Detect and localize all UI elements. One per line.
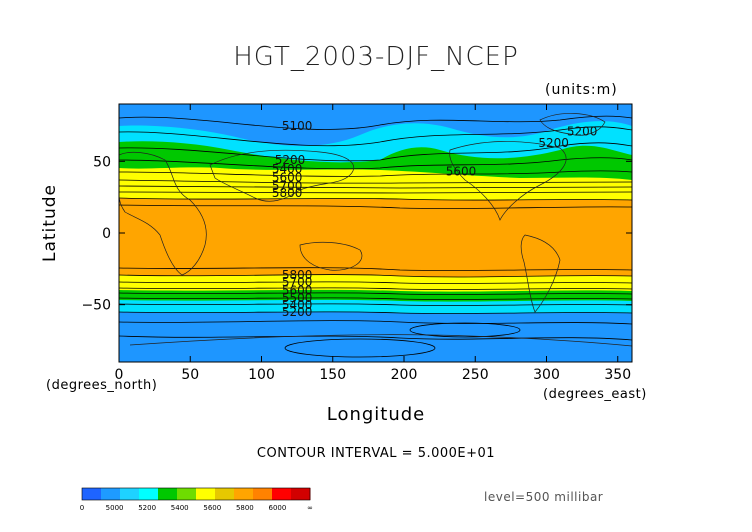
- map-plot-area: [119, 104, 632, 362]
- level-note: level=500 millibar: [484, 490, 604, 504]
- colorbar-swatch: [177, 488, 197, 500]
- contour-label: 5600: [272, 170, 303, 184]
- x-tick-label: 300: [533, 367, 560, 383]
- band-fill-blue-north: [119, 104, 632, 146]
- colorbar-label: 6000: [269, 504, 287, 512]
- contour-label: 5500: [282, 291, 313, 305]
- colorbar-swatch: [291, 488, 311, 500]
- contour-label: 5600: [446, 165, 477, 179]
- y-tick-label: −50: [81, 298, 111, 314]
- colorbar-label: 5800: [236, 504, 254, 512]
- x-tick-label: 150: [319, 367, 346, 383]
- contour-label: 5200: [538, 136, 569, 150]
- contour-label: 5200: [282, 305, 313, 319]
- colorbar-swatch: [101, 488, 121, 500]
- axis-ticks: 0 50 100 150 200 250 300 350 50 0 −50: [81, 104, 632, 383]
- contour-label: 5700: [272, 179, 303, 193]
- colorbar-label: 5400: [171, 504, 189, 512]
- x-tick-label: 100: [248, 367, 275, 383]
- map-title: HGT_2003-DJF_NCEP: [233, 42, 519, 72]
- x-tick-label: 0: [115, 367, 124, 383]
- x-tick-label: 50: [181, 367, 199, 383]
- x-tick-label: 200: [391, 367, 418, 383]
- x-axis-note-left: (degrees_north): [46, 378, 158, 393]
- colorbar-swatch: [196, 488, 216, 500]
- colorbar-swatch: [215, 488, 235, 500]
- colorbar-frame: [81, 487, 311, 501]
- colorbar-swatch: [120, 488, 140, 500]
- x-tick-label: 250: [462, 367, 489, 383]
- colorbar-label: 5600: [203, 504, 221, 512]
- colorbar-label: 5200: [138, 504, 156, 512]
- x-tick-label: 350: [604, 367, 631, 383]
- coastlines: [119, 113, 632, 347]
- contour-label: 5200: [275, 153, 306, 167]
- contour-label: 5800: [272, 186, 303, 200]
- contour-labels: 5100 520052005600520054005600570058005800…: [272, 119, 598, 319]
- colorbar-label: 0: [80, 504, 84, 512]
- colorbar-label: 5000: [106, 504, 124, 512]
- contour-label: 5800: [282, 268, 313, 282]
- contour-label: 5700: [282, 275, 313, 289]
- contour-label: 5200: [567, 125, 598, 139]
- units-note: (units:m): [545, 82, 618, 98]
- x-axis-note-right: (degrees_east): [543, 387, 647, 402]
- contour-label: 5400: [282, 298, 313, 312]
- color-legend-bar: 0 5000 5200 5400 5600 5800 6000 ∞: [80, 487, 313, 512]
- colorbar-swatch: [272, 488, 292, 500]
- contour-lines: [119, 115, 632, 358]
- x-axis-label: Longitude: [326, 404, 426, 425]
- y-tick-label: 50: [93, 154, 111, 170]
- contour-label: 5400: [272, 162, 303, 176]
- y-tick-label: 0: [102, 226, 111, 242]
- colorbar-swatch: [234, 488, 254, 500]
- contour-label: 5600: [282, 284, 313, 298]
- colorbar-swatch: [82, 488, 102, 500]
- contour-label: 5100: [282, 119, 313, 133]
- colorbar-swatch: [158, 488, 178, 500]
- colorbar-swatch: [253, 488, 273, 500]
- colorbar-swatch: [139, 488, 159, 500]
- contour-interval-note: CONTOUR INTERVAL = 5.000E+01: [256, 446, 496, 461]
- colorbar-label: ∞: [307, 504, 313, 512]
